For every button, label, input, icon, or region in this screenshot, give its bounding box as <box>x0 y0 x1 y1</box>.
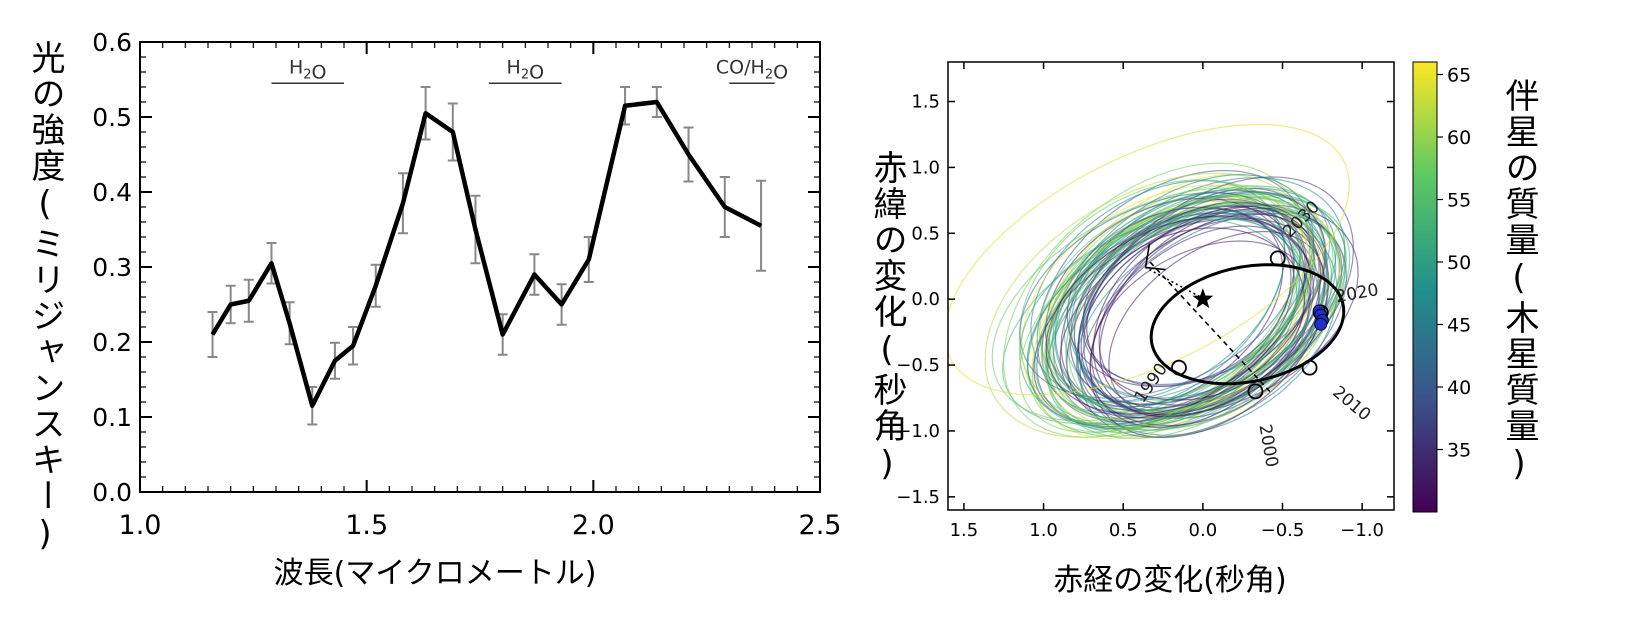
spectrum-data-point <box>502 334 504 335</box>
spectrum-y-tick-label: 0.3 <box>92 253 132 282</box>
spectrum-y-tick-label: 0.1 <box>92 403 132 432</box>
orbit-sample-trace <box>1068 198 1334 415</box>
band-annotation-label: H2O <box>289 56 327 83</box>
orbit-y-tick-label: 1.0 <box>911 157 940 178</box>
line-of-nodes <box>1149 261 1271 392</box>
spectrum-line <box>210 99 763 408</box>
orbit-x-tick-label: −0.5 <box>1261 520 1305 541</box>
spectrum-data-point <box>289 322 291 324</box>
spectrum-panel: 1.0 1.5 2.0 2.5 0.0 0.1 0.2 0.3 0.4 0.5 0.6 H2O H2O C… <box>25 28 842 591</box>
orbit-sample-trace <box>1098 217 1325 406</box>
orbit-sample-trace <box>1018 194 1313 434</box>
colorbar-tick-label: 35 <box>1447 440 1471 462</box>
colorbar-tick-label: 65 <box>1447 65 1471 87</box>
spectrum-data-point <box>425 112 427 114</box>
periastron-line <box>1145 266 1201 298</box>
orbit-sample-trace <box>1019 192 1301 399</box>
band-annotation-label: H2O <box>507 56 545 83</box>
orbit-sample-trace <box>1051 174 1314 408</box>
orbit-plot-frame <box>947 61 1395 511</box>
direction-arrow <box>1144 243 1166 271</box>
orbit-y-axis-label: 赤緯の変化(秒角) <box>867 150 907 486</box>
orbit-sample-trace <box>1091 240 1311 415</box>
spectrum-data-point <box>375 285 377 287</box>
spectrum-x-tick-label: 1.5 <box>345 510 388 541</box>
spectrum-data-point <box>334 360 336 362</box>
orbit-x-tick-label: 0.0 <box>1189 520 1218 541</box>
epoch-marker <box>1301 359 1318 376</box>
spectrum-data-point <box>474 229 476 230</box>
spectrum-y-tick-label: 0.5 <box>92 103 132 132</box>
orbit-x-tick-label: 1.0 <box>1029 520 1058 541</box>
orbit-sample-trace <box>1083 176 1354 417</box>
spectrum-data-point <box>212 334 214 335</box>
orbit-sample-trace <box>1047 203 1328 439</box>
orbit-x-tick-label: −1.0 <box>1340 520 1384 541</box>
orbit-sample-trace <box>1089 225 1315 428</box>
spectrum-y-tick-label: 0.4 <box>92 178 132 207</box>
colorbar-tick-label: 50 <box>1447 252 1471 274</box>
observed-astrometry-point <box>1314 317 1328 331</box>
colorbar-label: 伴星の質量(木星質量) <box>1499 78 1539 486</box>
epoch-marker <box>1247 383 1264 400</box>
colorbar <box>1412 61 1438 513</box>
orbit-x-tick-label: 1.5 <box>950 520 979 541</box>
spectrum-x-tick-label: 2.0 <box>572 510 615 541</box>
colorbar-tick-label: 45 <box>1447 315 1471 337</box>
band-annotation-label: CO/H2O <box>716 56 788 83</box>
orbit-y-tick-label: −1.5 <box>896 487 940 508</box>
spectrum-data-point <box>533 274 535 275</box>
spectrum-data-point <box>452 131 454 133</box>
spectrum-data-point <box>561 304 563 305</box>
orbit-x-axis-label: 赤経の変化(秒角) <box>1053 563 1287 598</box>
best-fit-orbit <box>1149 263 1346 386</box>
spectrum-data-point <box>270 262 272 264</box>
spectrum-y-tick-label: 0.0 <box>92 478 132 507</box>
spectrum-chart: 1.0 1.5 2.0 2.5 0.0 0.1 0.2 0.3 0.4 0.5 0.6 H2O H2O C… <box>92 28 842 541</box>
orbit-sample-trace <box>1046 184 1340 431</box>
orbit-x-tick-label: 0.5 <box>1109 520 1138 541</box>
orbit-sample-trace <box>1026 216 1301 428</box>
orbit-sample-trace <box>948 123 1350 396</box>
spectrum-y-tick-label: 0.2 <box>92 328 132 357</box>
orbit-y-tick-label: 1.5 <box>911 92 940 113</box>
orbit-sample-trace <box>1045 215 1312 415</box>
spectrum-y-axis-label: 光の強度(ミリジャンスキー) <box>25 40 65 556</box>
orbit-sample-trace <box>1092 206 1322 418</box>
orbit-sample-trace <box>1031 196 1311 440</box>
epoch-label: 2010 <box>1328 382 1374 425</box>
spectrum-data-point <box>352 345 354 347</box>
colorbar-tick-label: 40 <box>1447 377 1471 399</box>
spectrum-x-axis-label: 波長(マイクロメートル) <box>273 556 597 591</box>
spectrum-data-point <box>724 206 726 208</box>
epoch-marker <box>1269 250 1286 267</box>
spectrum-data-point <box>656 101 658 103</box>
spectrum-data-point <box>624 105 626 107</box>
orbit-y-tick-label: 0.0 <box>911 289 940 310</box>
spectrum-data-point <box>688 154 690 155</box>
epoch-marker <box>1171 359 1187 376</box>
spectrum-data-point <box>760 225 762 227</box>
host-star-marker <box>1192 288 1214 309</box>
spectrum-data-point <box>588 259 590 260</box>
orbit-panel: 1990 2000 2010 2020 2030 1.5 1.0 0.5 0.0 −0.5 −1.0… <box>867 0 1628 628</box>
spectrum-x-tick-label: 2.5 <box>799 510 842 541</box>
spectrum-x-tick-label: 1.0 <box>119 510 162 541</box>
spectrum-y-tick-label: 0.6 <box>92 28 132 57</box>
orbit-y-tick-label: −0.5 <box>896 355 940 376</box>
spectrum-data-point <box>230 304 232 305</box>
orbit-y-tick-label: 0.5 <box>911 223 940 244</box>
spectrum-plot-frame <box>139 41 821 493</box>
colorbar-tick-label: 60 <box>1447 127 1471 149</box>
spectrum-data-point <box>402 202 404 204</box>
orbit-samples-group <box>948 123 1359 440</box>
colorbar-tick-label: 55 <box>1447 190 1471 212</box>
orbit-y-tick-label: −1.0 <box>896 421 940 442</box>
epoch-label: 2000 <box>1254 423 1281 469</box>
spectrum-data-point <box>311 405 313 407</box>
spectrum-data-point <box>248 300 250 302</box>
